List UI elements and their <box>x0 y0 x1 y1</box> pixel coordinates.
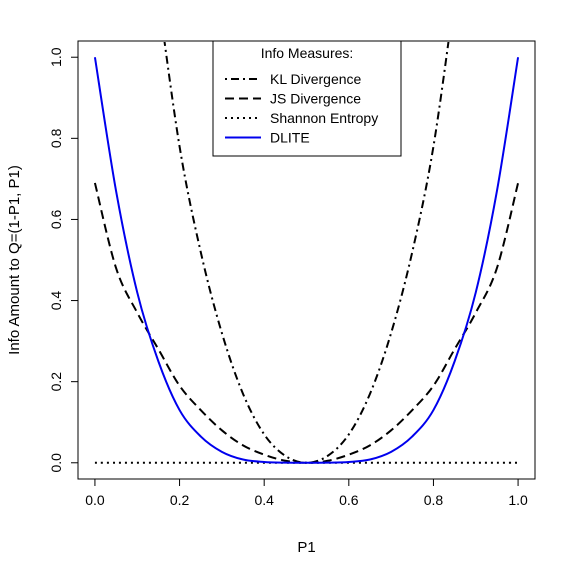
series-line <box>93 182 520 464</box>
y-tick-label: 0.8 <box>48 128 64 148</box>
legend-entry: JS Divergence <box>225 91 361 107</box>
legend-label: DLITE <box>270 130 310 146</box>
legend-entry: KL Divergence <box>225 71 362 87</box>
x-axis-title: P1 <box>297 539 315 556</box>
axis-layer: 0.0 0.2 0.4 0.6 0.8 1.0 0.0 0.2 0.4 0.6 0.8 1.0 <box>48 47 528 508</box>
legend: Info Measures: KL Divergence JS Divergenc… <box>212 40 402 157</box>
y-tick-label: 0.6 <box>48 210 64 230</box>
x-tick-label: 1.0 <box>508 492 528 508</box>
x-tick-label: 0.4 <box>254 492 274 508</box>
y-tick-label: 0.0 <box>48 453 64 473</box>
series-layer <box>93 42 520 464</box>
series-kl-divergence <box>163 42 450 464</box>
legend-entry: Shannon Entropy <box>225 110 378 126</box>
y-tick-label: 1.0 <box>48 47 64 67</box>
y-axis-title: Info Amount to Q=(1-P1, P1) <box>6 165 23 355</box>
legend-label: Shannon Entropy <box>270 110 378 126</box>
x-tick-label: 0.8 <box>424 492 444 508</box>
legend-title: Info Measures: <box>261 45 354 61</box>
series-line <box>163 42 450 464</box>
series-line <box>93 57 520 464</box>
x-tick-label: 0.0 <box>85 492 105 508</box>
series-js-divergence <box>93 182 520 464</box>
x-tick-label: 0.2 <box>170 492 190 508</box>
legend-label: JS Divergence <box>270 91 361 107</box>
x-tick-label: 0.6 <box>339 492 359 508</box>
y-tick-label: 0.2 <box>48 372 64 392</box>
legend-entry: DLITE <box>225 130 310 146</box>
legend-entries: KL Divergence JS Divergence Shannon Entrop… <box>225 71 378 146</box>
y-tick-label: 0.4 <box>48 291 64 311</box>
series-dlite <box>93 57 520 464</box>
legend-label: KL Divergence <box>270 71 362 87</box>
